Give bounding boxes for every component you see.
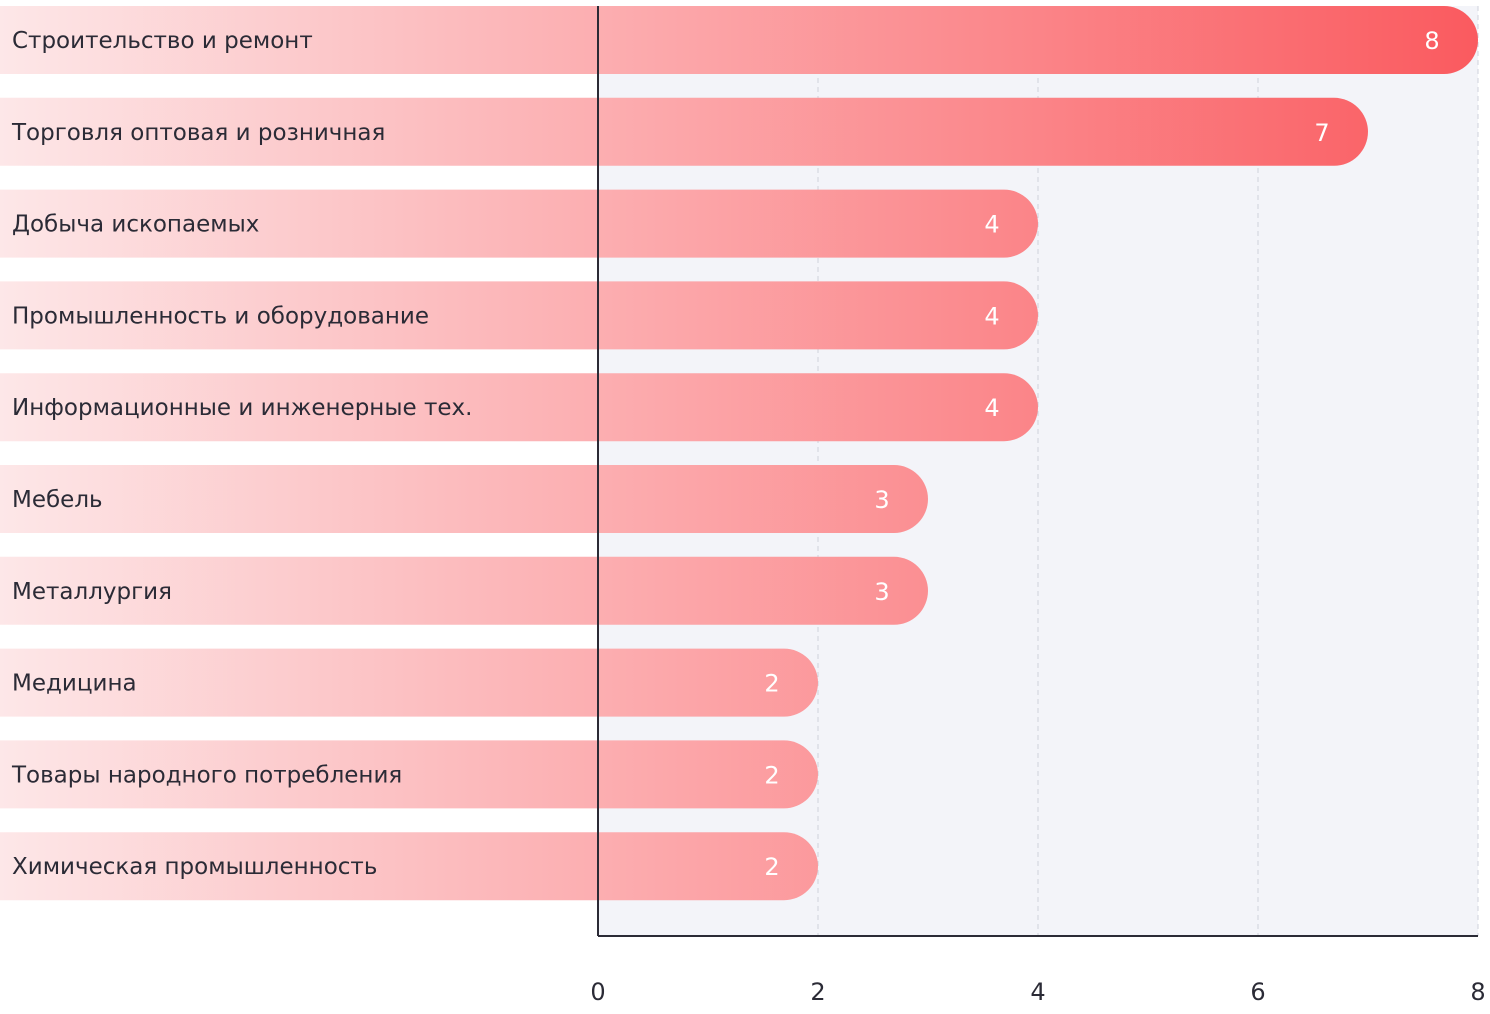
bar-row: Информационные и инженерные тех. 4 — [0, 373, 1038, 442]
bar — [0, 465, 928, 533]
category-label: Добыча ископаемых — [12, 212, 259, 238]
x-tick-label: 4 — [1030, 978, 1045, 1006]
value-label: 4 — [984, 394, 999, 422]
bar-row: Металлургия 3 — [0, 556, 928, 625]
category-label: Медицина — [12, 671, 137, 697]
bar-row: Мебель 3 — [0, 465, 928, 533]
bar-row: Строительство и ремонт 8 — [0, 6, 1478, 74]
bar-row: Добыча ископаемых 4 — [0, 189, 1038, 258]
bars: Строительство и ремонт 8 Торговля оптовая … — [0, 6, 1478, 901]
bar-row: Торговля оптовая и розничная 7 — [0, 97, 1368, 166]
axes — [597, 6, 1478, 937]
bar-row: Химическая промышленность 2 — [0, 832, 819, 901]
bar — [0, 740, 819, 809]
category-label: Промышленность и оборудование — [12, 303, 429, 329]
bar — [0, 281, 1038, 350]
value-label: 3 — [874, 578, 889, 606]
bar — [0, 648, 819, 717]
x-tick-labels: 0 2 4 6 8 — [590, 978, 1485, 1006]
bar — [0, 373, 1038, 442]
x-tick-label: 8 — [1470, 978, 1485, 1006]
value-label: 2 — [764, 761, 779, 789]
value-label: 4 — [984, 302, 999, 330]
category-label: Строительство и ремонт — [12, 28, 313, 54]
bar — [0, 6, 1478, 74]
x-tick-label: 6 — [1250, 978, 1265, 1006]
value-label: 3 — [874, 486, 889, 514]
x-tick-label: 0 — [590, 978, 605, 1006]
category-label: Мебель — [12, 487, 103, 513]
category-label: Химическая промышленность — [12, 854, 377, 880]
bar-row: Товары народного потребления 2 — [0, 740, 819, 809]
category-label: Товары народного потребления — [11, 762, 402, 788]
category-label: Информационные и инженерные тех. — [12, 395, 472, 421]
value-label: 2 — [764, 670, 779, 698]
x-tick-label: 2 — [810, 978, 825, 1006]
bar-row: Медицина 2 — [0, 648, 819, 717]
category-label: Торговля оптовая и розничная — [11, 120, 385, 146]
value-label: 8 — [1424, 27, 1439, 55]
bar — [0, 189, 1038, 258]
bar — [0, 832, 819, 901]
category-label: Металлургия — [12, 579, 172, 605]
bar — [0, 97, 1368, 166]
value-label: 7 — [1314, 119, 1329, 147]
bar-row: Промышленность и оборудование 4 — [0, 281, 1038, 350]
value-label: 2 — [764, 853, 779, 881]
value-label: 4 — [984, 211, 999, 239]
bar — [0, 556, 928, 625]
